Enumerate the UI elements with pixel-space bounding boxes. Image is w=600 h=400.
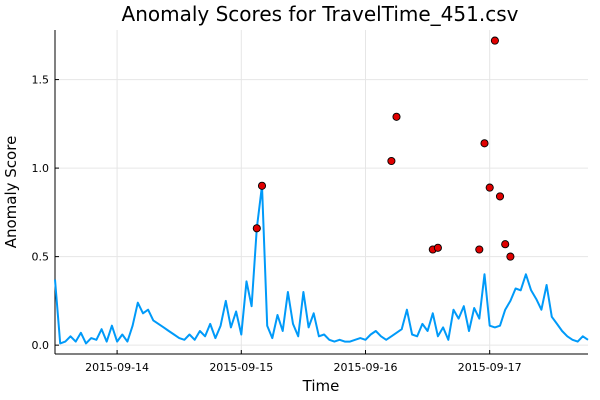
anomaly-point	[495, 192, 505, 201]
anomaly-point	[433, 243, 442, 252]
y-tick-label: 1.5	[32, 74, 50, 87]
grid	[55, 30, 588, 354]
anomaly-point	[392, 112, 401, 121]
x-tick-label: 2015-09-14	[85, 361, 149, 374]
anomaly-point	[475, 245, 484, 254]
y-tick-label: 1.0	[32, 162, 50, 175]
y-tick-label: 0.0	[32, 339, 50, 352]
y-tick-label: 0.5	[32, 251, 50, 264]
anomaly-point	[490, 36, 499, 45]
anomaly-point	[480, 139, 489, 148]
anomaly-points	[252, 36, 515, 261]
x-tick-labels: 2015-09-14 2015-09-15 2015-09-16 2015-09-17	[85, 350, 522, 374]
x-axis-label: Time	[302, 377, 340, 395]
anomaly-point	[387, 156, 396, 166]
anomaly-point	[506, 252, 515, 261]
x-tick-label: 2015-09-16	[334, 361, 398, 374]
y-axis-label: Anomaly Score	[2, 136, 20, 249]
y-tick-labels: 0.0 0.5 1.0 1.5	[32, 74, 59, 352]
x-tick-label: 2015-09-17	[458, 361, 522, 374]
x-tick-label: 2015-09-15	[209, 361, 273, 374]
anomaly-point	[501, 240, 510, 249]
chart-title: Anomaly Scores for TravelTime_451.csv	[122, 2, 519, 26]
anomaly-point	[257, 181, 267, 190]
anomaly-point	[485, 183, 494, 192]
anomaly-point	[252, 224, 261, 233]
series-line	[54, 184, 589, 345]
